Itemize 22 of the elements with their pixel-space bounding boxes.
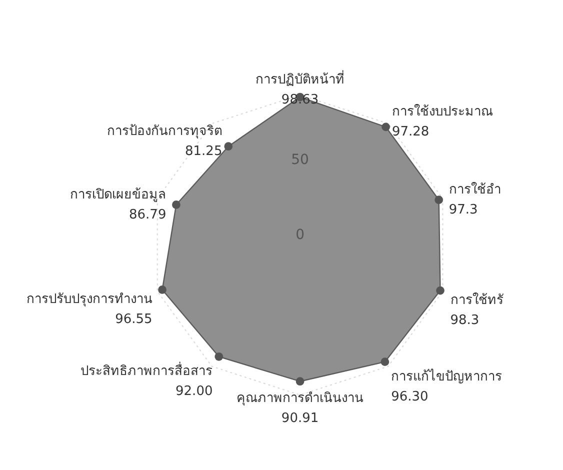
data-label: 96.55 [115, 312, 152, 327]
data-label: 90.91 [281, 410, 319, 426]
data-label: 97.28 [392, 124, 430, 140]
data-label: 98.63 [281, 92, 319, 108]
spoke-label: การใช้ทรั [450, 292, 504, 308]
spoke-label: การป้องกันการทุจริต [107, 124, 222, 139]
spoke-label: การใช้งบประมาณ [392, 103, 493, 120]
data-label: 81.25 [184, 144, 222, 159]
y-tick-label: 0 [296, 226, 304, 243]
spoke-label: การเปิดเผยข้อมูล [70, 187, 166, 202]
data-label: 97.3 [448, 202, 478, 218]
spoke-label: คุณภาพการดำเนินงาน [236, 390, 364, 406]
data-label: 98.3 [450, 312, 480, 328]
spoke-label: ประสิทธิภาพการสื่อสาร [80, 362, 213, 380]
spoke-label: การแก้ไขปัญหาการ [391, 368, 502, 384]
data-label: 86.79 [128, 207, 166, 222]
spoke-label: การปฏิบัติหน้าที่ [256, 70, 345, 88]
data-label: 92.00 [176, 384, 213, 400]
data-label: 96.30 [391, 389, 428, 404]
spoke-label: การใช้อำ [448, 182, 501, 198]
spoke-label: การปรับปรุงการทำงาน [26, 292, 152, 307]
y-tick-label: 50 [291, 152, 309, 168]
